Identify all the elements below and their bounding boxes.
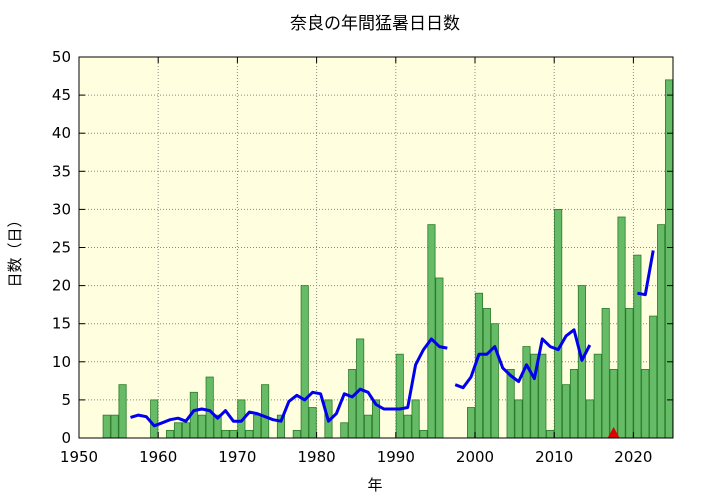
y-tick-label: 20	[52, 277, 71, 295]
bar	[649, 315, 658, 439]
chart-title: 奈良の年間猛暑日日数	[290, 14, 460, 34]
marker-layer	[607, 427, 620, 438]
y-tick-label: 25	[52, 239, 71, 257]
bar	[245, 429, 254, 439]
bar	[617, 216, 626, 439]
y-tick-label: 10	[52, 353, 71, 371]
x-tick-label: 2000	[456, 448, 494, 466]
bar	[173, 422, 183, 439]
x-tick-label: 1960	[139, 448, 177, 466]
bar	[364, 414, 373, 439]
y-tick-label: 5	[61, 391, 71, 409]
moving-average-segment	[454, 328, 592, 390]
bar	[427, 224, 436, 439]
x-tick-label: 1980	[298, 448, 336, 466]
bar	[482, 308, 491, 439]
x-tick-label: 2010	[535, 448, 573, 466]
y-tick-label: 40	[52, 124, 71, 142]
bar	[490, 323, 499, 439]
x-axis-label: 年	[367, 476, 382, 494]
bar	[657, 224, 666, 439]
bar	[601, 308, 610, 439]
bar	[435, 277, 444, 439]
bar	[522, 346, 531, 439]
bar-series	[102, 79, 674, 439]
x-axis-ticks: 1950 1960 1970 1980 1990 2000 2010 2020	[60, 57, 652, 466]
bar	[585, 399, 594, 439]
bar	[205, 376, 214, 439]
bar	[562, 384, 571, 439]
bar	[466, 407, 476, 439]
y-tick-label: 15	[52, 315, 71, 333]
bar	[340, 422, 349, 439]
y-tick-label: 30	[52, 200, 71, 218]
bar	[593, 353, 602, 439]
bar	[625, 308, 634, 439]
y-tick-label: 45	[52, 86, 71, 104]
bar	[506, 369, 515, 439]
bar	[569, 369, 579, 439]
bar	[554, 208, 563, 439]
x-tick-label: 1990	[377, 448, 415, 466]
bar	[181, 422, 190, 439]
bar	[166, 429, 175, 439]
y-axis-ticks: 0 5 10 15 20 25 30 35 40 45 50	[52, 48, 673, 447]
x-tick-label: 1950	[60, 448, 98, 466]
bar	[253, 414, 262, 439]
bar	[395, 353, 404, 439]
triangle-marker	[607, 427, 620, 438]
bar	[229, 429, 238, 439]
moving-average-segment	[637, 250, 655, 297]
y-tick-label: 35	[52, 162, 71, 180]
bar	[197, 414, 206, 439]
bar	[641, 369, 650, 439]
moving-average-segment	[130, 337, 448, 428]
bar	[348, 369, 357, 439]
bar	[546, 429, 555, 439]
bar	[110, 414, 119, 439]
bar	[261, 384, 270, 439]
bar	[300, 285, 309, 439]
bar	[514, 399, 523, 439]
x-tick-label: 1970	[218, 448, 256, 466]
bar	[633, 254, 642, 439]
bar	[538, 353, 547, 439]
y-tick-label: 0	[61, 429, 71, 447]
y-tick-label: 50	[52, 48, 71, 66]
bar	[577, 285, 586, 439]
bar	[150, 399, 159, 439]
bar	[221, 429, 230, 439]
bar	[411, 399, 420, 439]
bar	[102, 414, 111, 439]
y-axis-label: 日数（日）	[6, 212, 24, 287]
bar	[118, 384, 127, 439]
bar	[419, 429, 428, 439]
bar	[308, 407, 317, 439]
bar	[403, 414, 412, 439]
moving-average-line	[130, 250, 655, 428]
x-tick-label: 2020	[614, 448, 652, 466]
grid-lines	[79, 57, 673, 438]
bar	[292, 429, 301, 439]
